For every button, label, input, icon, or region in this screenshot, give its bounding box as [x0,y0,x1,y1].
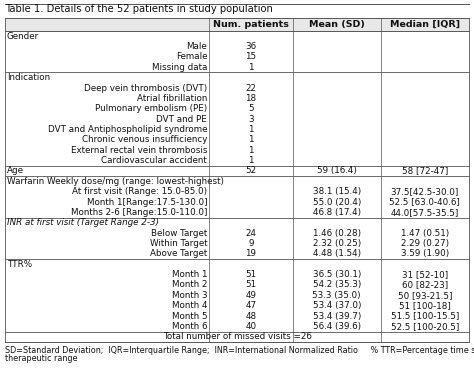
Text: 1: 1 [248,156,254,165]
Text: 52: 52 [246,166,256,176]
Text: 50 [93-21.5]: 50 [93-21.5] [398,291,452,300]
Text: Below Target: Below Target [151,229,207,238]
Text: 53.4 (37.0): 53.4 (37.0) [312,301,361,310]
Text: 53.3 (35.0): 53.3 (35.0) [312,291,361,300]
Text: Month 1[Range:17.5-130.0]: Month 1[Range:17.5-130.0] [87,198,207,206]
Text: 53.4 (39.7): 53.4 (39.7) [312,312,361,321]
Text: Median [IQR]: Median [IQR] [390,20,460,29]
Text: Atrial fibrillation: Atrial fibrillation [137,94,207,103]
Text: 56.4 (39.6): 56.4 (39.6) [313,322,361,331]
Text: 3: 3 [248,115,254,124]
Text: 44.0[57.5-35.5]: 44.0[57.5-35.5] [391,208,459,217]
Text: Age: Age [7,166,24,176]
Text: 22: 22 [246,84,256,93]
Text: 36.5 (30.1): 36.5 (30.1) [312,270,361,279]
Text: 2.32 (0.25): 2.32 (0.25) [313,239,361,248]
Text: Missing data: Missing data [152,63,207,72]
Text: 51 [100-18]: 51 [100-18] [399,301,451,310]
Text: Warfarin Weekly dose/mg (range: lowest-highest): Warfarin Weekly dose/mg (range: lowest-h… [7,177,224,186]
Text: Month 1: Month 1 [172,270,207,279]
Text: Months 2-6 [Range:15.0-110.0]: Months 2-6 [Range:15.0-110.0] [71,208,207,217]
Text: 31 [52-10]: 31 [52-10] [402,270,448,279]
Text: 15: 15 [246,52,256,61]
Text: Female: Female [176,52,207,61]
Text: 55.0 (20.4): 55.0 (20.4) [312,198,361,206]
Text: 49: 49 [246,291,256,300]
Text: At first visit (Range: 15.0-85.0): At first visit (Range: 15.0-85.0) [72,187,207,196]
Text: SD=Standard Deviation;  IQR=Interquartile Range;  INR=International Normalized R: SD=Standard Deviation; IQR=Interquartile… [5,346,474,355]
Text: 51.5 [100-15.5]: 51.5 [100-15.5] [391,312,459,321]
Text: 2.29 (0.27): 2.29 (0.27) [401,239,449,248]
Text: 40: 40 [246,322,256,331]
Text: 52.5 [63.0-40.6]: 52.5 [63.0-40.6] [390,198,460,206]
Text: 9: 9 [248,239,254,248]
Text: 19: 19 [246,249,256,259]
Text: Male: Male [186,42,207,51]
Text: 37.5[42.5-30.0]: 37.5[42.5-30.0] [391,187,459,196]
Text: 58 [72-47]: 58 [72-47] [402,166,448,176]
Bar [5,18,469,31]
Text: TTR%: TTR% [7,260,32,269]
Text: 1: 1 [248,146,254,155]
Text: Within Target: Within Target [149,239,207,248]
Text: Table 1. Details of the 52 patients in study population: Table 1. Details of the 52 patients in s… [5,4,273,14]
Text: 51: 51 [246,270,256,279]
Text: 59 (16.4): 59 (16.4) [317,166,357,176]
Text: Num. patients: Num. patients [213,20,289,29]
Text: Chronic venous insufficiency: Chronic venous insufficiency [82,135,207,144]
Text: Above Target: Above Target [150,249,207,259]
Text: 1: 1 [248,63,254,72]
Text: 51: 51 [246,280,256,289]
Text: Gender: Gender [7,32,39,41]
Text: 38.1 (15.4): 38.1 (15.4) [313,187,361,196]
Text: Deep vein thrombosis (DVT): Deep vein thrombosis (DVT) [84,84,207,93]
Text: 47: 47 [246,301,256,310]
Text: 36: 36 [246,42,256,51]
Text: 1.47 (0.51): 1.47 (0.51) [401,229,449,238]
Text: 1: 1 [248,135,254,144]
Text: Indication: Indication [7,73,50,82]
Text: 18: 18 [246,94,256,103]
Text: 5: 5 [248,104,254,113]
Text: External rectal vein thrombosis: External rectal vein thrombosis [71,146,207,155]
Text: 1: 1 [248,125,254,134]
Text: Cardiovascular accident: Cardiovascular accident [101,156,207,165]
Text: 3.59 (1.90): 3.59 (1.90) [401,249,449,259]
Text: 60 [82-23]: 60 [82-23] [402,280,448,289]
Text: 24: 24 [246,229,256,238]
Text: 48: 48 [246,312,256,321]
Text: Month 5: Month 5 [172,312,207,321]
Text: 54.2 (35.3): 54.2 (35.3) [312,280,361,289]
Text: 52.5 [100-20.5]: 52.5 [100-20.5] [391,322,459,331]
Text: Month 6: Month 6 [172,322,207,331]
Text: 4.48 (1.54): 4.48 (1.54) [313,249,361,259]
Text: 46.8 (17.4): 46.8 (17.4) [313,208,361,217]
Text: Pulmonary embolism (PE): Pulmonary embolism (PE) [95,104,207,113]
Text: Month 4: Month 4 [172,301,207,310]
Text: 1.46 (0.28): 1.46 (0.28) [313,229,361,238]
Text: therapeutic range: therapeutic range [5,354,78,363]
Text: DVT and Antiphospholipid syndrome: DVT and Antiphospholipid syndrome [48,125,207,134]
Text: Month 2: Month 2 [172,280,207,289]
Text: INR at first visit (Target Range 2-3): INR at first visit (Target Range 2-3) [7,218,159,227]
Text: Total number of missed visits =26: Total number of missed visits =26 [163,332,311,341]
Text: Month 3: Month 3 [172,291,207,300]
Text: DVT and PE: DVT and PE [156,115,207,124]
Text: Mean (SD): Mean (SD) [309,20,365,29]
